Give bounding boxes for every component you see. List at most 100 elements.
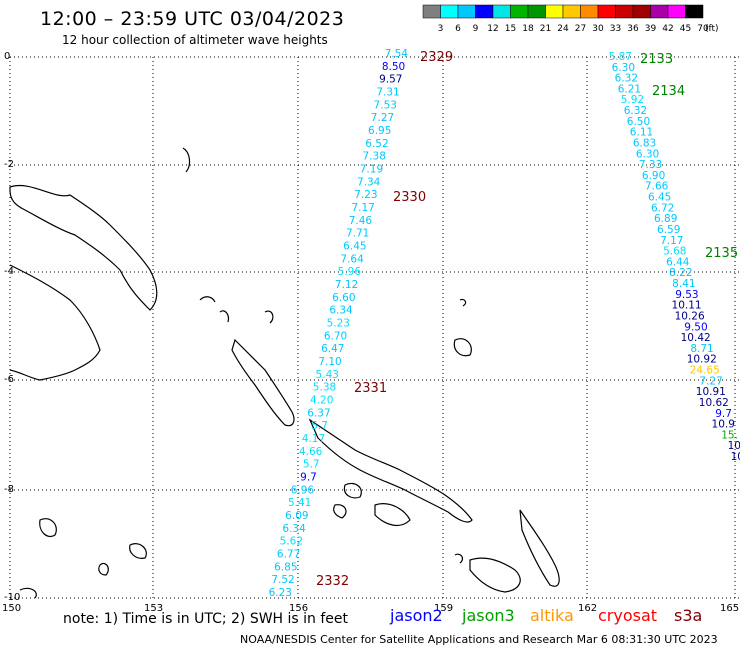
swh-value: 7.54 xyxy=(385,48,409,60)
colorbar-tick-label: 70 xyxy=(697,24,709,34)
swh-value: 7.46 xyxy=(349,215,373,227)
colorbar-tick-label: 18 xyxy=(522,24,534,34)
swh-value: 6.60 xyxy=(332,292,355,304)
swh-value: 7.19 xyxy=(360,164,383,176)
swh-value: 8.41 xyxy=(672,278,695,290)
swh-value: 6.59 xyxy=(657,224,680,236)
swh-value: 10.92 xyxy=(687,354,717,366)
colorbar-tick-label: 6 xyxy=(455,24,461,34)
swh-value: 7.71 xyxy=(346,228,369,240)
swh-value: 5.92 xyxy=(621,94,644,106)
colorbar-tick-label: 3 xyxy=(438,24,444,34)
legend-jason2: jason2 xyxy=(390,606,443,625)
swh-value: 6.45 xyxy=(343,241,366,253)
colorbar-tick-label: 27 xyxy=(575,24,586,34)
legend-s3a: s3a xyxy=(674,606,703,625)
x-tick-label: 153 xyxy=(144,603,164,614)
swh-value: 6.34 xyxy=(282,523,306,535)
swh-value: 7.66 xyxy=(645,181,669,193)
colorbar-tick-label: 9 xyxy=(473,24,479,34)
map-subtitle: 12 hour collection of altimeter wave hei… xyxy=(62,33,328,47)
colorbar-unit: (ft) xyxy=(705,24,719,34)
swh-value: 5.7 xyxy=(303,459,320,471)
swh-value: 4.17 xyxy=(302,433,325,445)
swh-value: 7.12 xyxy=(335,279,358,291)
pass-id-label: 2331 xyxy=(354,381,387,396)
swh-value: 15. xyxy=(721,429,738,441)
swh-value: 5.62 xyxy=(280,536,303,548)
colorbar-tick-label: 24 xyxy=(557,24,569,34)
y-tick-label: -4 xyxy=(4,266,14,277)
y-tick-label: -10 xyxy=(4,592,21,603)
swh-value: 10.26 xyxy=(675,310,705,322)
swh-value: 7.53 xyxy=(374,99,397,111)
swh-value: 8.22 xyxy=(669,267,692,279)
swh-value: 10.42 xyxy=(681,332,711,344)
map-title: 12:00 – 23:59 UTC 03/04/2023 xyxy=(40,8,345,30)
colorbar-tick-label: 39 xyxy=(645,24,657,34)
swh-value: 5.7 xyxy=(311,420,328,432)
swh-value: 7.17 xyxy=(351,202,374,214)
swh-value: 6.30 xyxy=(612,62,635,74)
pass-id-label: 2135 xyxy=(705,246,738,261)
swh-value: 6.85 xyxy=(274,561,297,573)
swh-value: 6.47 xyxy=(321,343,344,355)
swh-value: 6.72 xyxy=(651,202,674,214)
pass-id-label: 2332 xyxy=(316,574,349,589)
swh-value: 7.23 xyxy=(354,189,377,201)
swh-value: 10.62 xyxy=(699,397,729,409)
swh-value: 5.96 xyxy=(338,266,362,278)
swh-value: 7.33 xyxy=(639,159,662,171)
footer-credit: NOAA/NESDIS Center for Satellite Applica… xyxy=(240,633,718,646)
swh-value: 6.52 xyxy=(365,138,388,150)
swh-value: 5.38 xyxy=(313,382,336,394)
y-tick-label: -6 xyxy=(4,374,14,385)
wave-height-colorbar: 3 6 9 12 15 18 21 24 27 30 33 36 39 42 45 70(ft) xyxy=(422,4,719,34)
swh-value: 8.50 xyxy=(382,61,405,73)
coastlines xyxy=(9,147,560,599)
swh-value: 7.27 xyxy=(371,112,394,124)
colorbar-tick-label: 36 xyxy=(627,24,639,34)
legend-altika: altika xyxy=(530,606,574,625)
x-tick-label: 159 xyxy=(434,603,454,614)
swh-value: 6.23 xyxy=(269,587,292,599)
swh-value: 6.37 xyxy=(307,407,330,419)
colorbar-tick-label: 21 xyxy=(540,24,551,34)
colorbar-tick-label: 30 xyxy=(592,24,604,34)
swh-value: 7.27 xyxy=(699,375,722,387)
swh-value: 24.65 xyxy=(690,365,720,377)
x-tick-label: 165 xyxy=(720,603,740,614)
swh-value: 6.34 xyxy=(329,305,353,317)
pass-id-label: 2133 xyxy=(640,52,673,67)
swh-value: 6.11 xyxy=(630,127,653,139)
swh-value: 10 xyxy=(731,451,740,463)
colorbar-swatch xyxy=(685,4,704,19)
colorbar-tick-label: 12 xyxy=(487,24,498,34)
x-tick-label: 156 xyxy=(289,603,309,614)
swh-value: 10.11 xyxy=(672,300,702,312)
swh-value: 6.90 xyxy=(642,170,665,182)
y-tick-label: -8 xyxy=(4,484,14,495)
swh-value: 7.10 xyxy=(318,356,341,368)
swh-value: 7.64 xyxy=(340,253,364,265)
pass-id-label: 2134 xyxy=(652,84,685,99)
swh-value: 5.41 xyxy=(288,497,311,509)
pass-id-label: 2330 xyxy=(393,190,426,205)
grid-lines xyxy=(9,56,740,599)
swh-value: 6.32 xyxy=(615,73,638,85)
swh-value: 6.83 xyxy=(633,137,656,149)
swh-value: 6.44 xyxy=(666,256,690,268)
swh-value: 5.23 xyxy=(327,318,350,330)
legend-cryosat: cryosat xyxy=(598,606,658,625)
track-overlay: 7.548.509.577.317.537.276.956.527.387.19… xyxy=(269,48,740,599)
swh-value: 10.91 xyxy=(696,386,726,398)
swh-value: 4.20 xyxy=(310,395,333,407)
colorbar-tick-label: 45 xyxy=(680,24,691,34)
units-note: note: 1) Time is in UTC; 2) SWH is in fe… xyxy=(63,611,349,627)
swh-value: 6.32 xyxy=(624,105,647,117)
pass-id-label: 2329 xyxy=(420,50,453,65)
swh-value: 6.30 xyxy=(636,148,659,160)
swh-value: 6.21 xyxy=(618,83,641,95)
altimeter-map: 7.548.509.577.317.537.276.956.527.387.19… xyxy=(9,48,740,599)
y-tick-label: -2 xyxy=(4,159,14,170)
